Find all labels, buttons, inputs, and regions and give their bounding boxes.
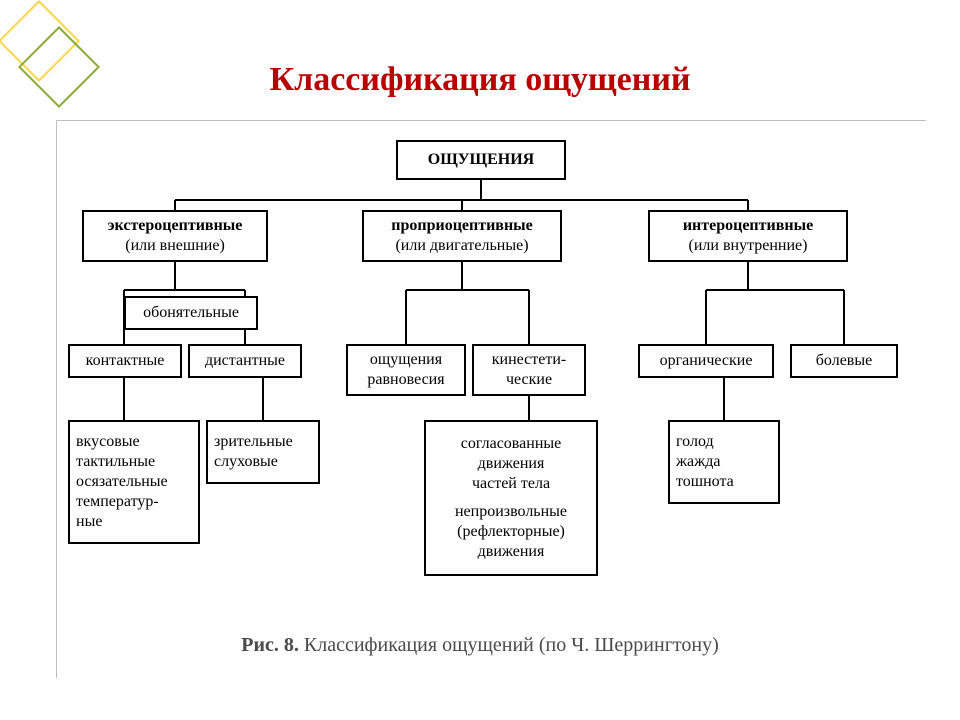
node-organic: органические [638, 344, 774, 378]
diagram-frame [56, 120, 926, 678]
leaf-contact: вкусовыетактильныеосязательныетемператур… [68, 420, 200, 544]
node-exteroceptive: экстероцептивные (или внешние) [82, 210, 268, 262]
node-pain: болевые [790, 344, 898, 378]
leaf-kinesthetic: согласованныедвижениячастей теланепроизв… [424, 420, 598, 576]
figure-caption: Рис. 8. Классификация ощущений (по Ч. Ше… [170, 634, 790, 657]
node-contact: контактные [68, 344, 182, 378]
node-balance: ощущенияравновесия [346, 344, 466, 396]
leaf-organic: голоджаждатошнота [668, 420, 780, 504]
node-olfactory: обонятельные [124, 296, 258, 330]
node-distant: дистантные [188, 344, 302, 378]
node-proprioceptive: проприоцептивные (или двигательные) [362, 210, 562, 262]
page-title: Классификация ощущений [0, 61, 960, 99]
node-interoceptive: интероцептивные (или внутренние) [648, 210, 848, 262]
leaf-distant: зрительныеслуховые [206, 420, 320, 484]
node-kinesthetic: кинестети-ческие [472, 344, 586, 396]
node-root: ОЩУЩЕНИЯ [396, 140, 566, 180]
